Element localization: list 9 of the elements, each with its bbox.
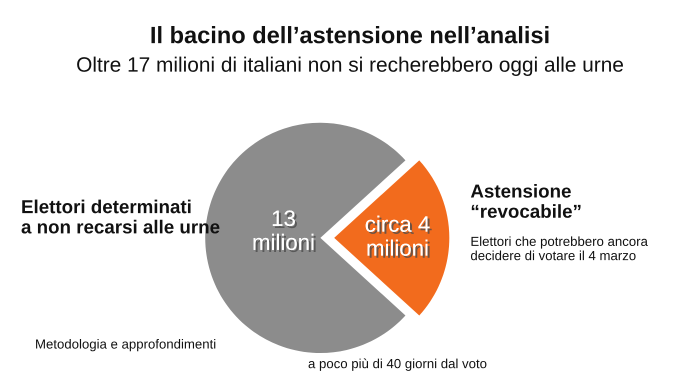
data-label: circa 4 milioni bbox=[366, 216, 432, 258]
chart-title: Il bacino dell’astensione nell’analisi bbox=[151, 26, 548, 44]
text: Metodologia e approfondimenti bbox=[36, 339, 216, 352]
text: a poco più di 40 giorni dal voto bbox=[308, 358, 486, 371]
data-label: 13 milioni bbox=[254, 210, 316, 252]
slice-label: Astensione “revocabile” bbox=[470, 184, 581, 218]
text: Elettori che potrebbero ancora decidere di votare il 4 marzo bbox=[470, 236, 648, 260]
slice-label: Elettori determinati a non recarsi alle urne bbox=[22, 200, 220, 234]
chart-subtitle: Oltre 17 milioni di italiani non si recherebbero oggi alle urne bbox=[77, 56, 623, 76]
